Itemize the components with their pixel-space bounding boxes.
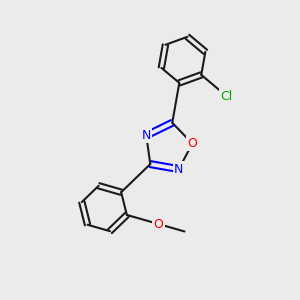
Text: N: N [174,163,184,176]
Text: Cl: Cl [220,90,233,103]
Text: O: O [154,218,164,230]
Text: N: N [142,129,151,142]
Text: O: O [188,137,197,150]
